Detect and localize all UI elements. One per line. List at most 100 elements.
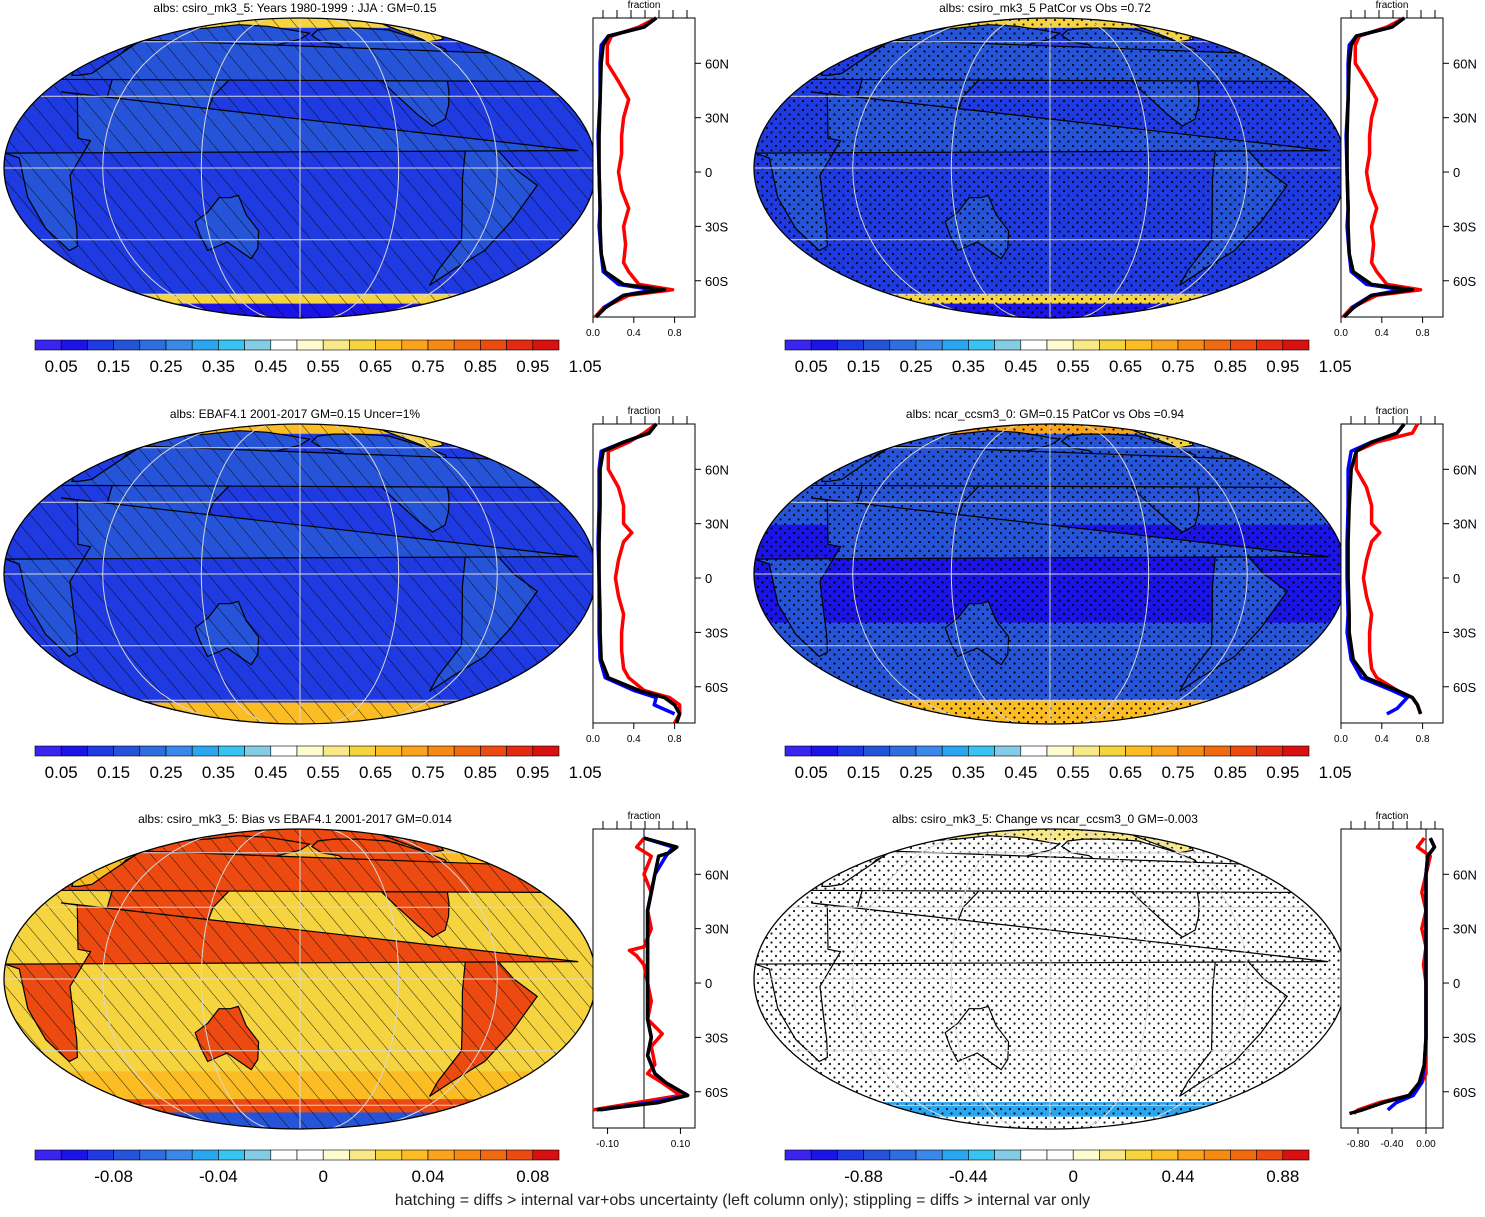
colorbar-label: 0.55	[307, 357, 340, 376]
colorbar-swatch	[863, 1149, 891, 1161]
zonal-xlabel: fraction	[628, 0, 661, 11]
colorbar-label: 0.05	[795, 357, 828, 376]
colorbar-swatch	[1020, 1149, 1048, 1161]
panel-title: albs: EBAF4.1 2001-2017 GM=0.15 Uncer=1%	[170, 407, 420, 421]
colorbar-label: 0.85	[1214, 763, 1247, 782]
zonal-mean-plot-1: fraction 60N 30N 0 30S 60S 0.0 0.4 0.8	[586, 0, 729, 339]
colorbar-label: 0.05	[45, 357, 78, 376]
colorbar-label: 0.25	[899, 763, 932, 782]
colorbar-swatch	[270, 339, 298, 351]
colorbar-label: 0.55	[1057, 763, 1090, 782]
colorbar-swatch	[941, 745, 969, 757]
colorbar-swatch	[1151, 745, 1179, 757]
gridline-lon	[355, 18, 498, 318]
lat-label: 60S	[705, 1085, 728, 1100]
colorbar-swatch	[941, 339, 969, 351]
colorbar-label: 0.85	[464, 763, 497, 782]
colorbar-swatch	[165, 339, 193, 351]
colorbar-swatch	[1282, 745, 1310, 757]
zonal-mean-plot-5: fraction 60N 30N 0 30S 60S -0.10 0.10	[592, 811, 729, 1150]
colorbar-swatch	[244, 339, 272, 351]
colorbar-swatch	[1177, 1149, 1205, 1161]
gridline-lon	[950, 18, 1023, 318]
colorbar-swatch	[270, 745, 298, 757]
colorbar-label: 0.75	[411, 763, 444, 782]
colorbar-swatch	[480, 1149, 507, 1161]
colorbar-swatch	[375, 339, 403, 351]
lat-label: 30S	[1453, 219, 1476, 234]
colorbar-label: 0.75	[1161, 357, 1194, 376]
bottom-tick-label: 0.0	[586, 328, 600, 339]
colorbar-label: 0.25	[149, 763, 182, 782]
colorbar-swatch	[1046, 339, 1074, 351]
zonal-series-black	[597, 422, 682, 724]
lat-label: 30N	[705, 517, 729, 532]
zonal-mean-plot-4: fraction 60N 30N 0 30S 60S 0.0 0.4 0.8	[1334, 406, 1477, 745]
lat-label: 60N	[705, 867, 729, 882]
colorbar-swatch	[349, 745, 376, 757]
lat-label: 60S	[1453, 1085, 1476, 1100]
lat-label: 30N	[1453, 111, 1477, 126]
footer-note: hatching = diffs > internal var+obs unce…	[394, 1192, 1091, 1209]
colorbar-swatch	[506, 1149, 534, 1161]
colorbar-swatch	[401, 745, 429, 757]
colorbar-label: -0.04	[199, 1167, 238, 1186]
lat-label: 0	[1453, 165, 1460, 180]
zonal-series-red	[1354, 423, 1423, 715]
bottom-tick-label: -0.10	[596, 1139, 619, 1150]
colorbar-label: 0.35	[202, 357, 235, 376]
colorbar-6: -0.88 -0.44 0 0.44 0.88	[784, 1149, 1310, 1186]
colorbar-label: 0.45	[254, 763, 287, 782]
gridline-lon	[355, 424, 498, 724]
colorbar-label: -0.88	[844, 1167, 883, 1186]
colorbar-label: 0.85	[1214, 357, 1247, 376]
map-panel-4	[754, 424, 1346, 724]
zonal-mean-plot-2: fraction 60N 30N 0 30S 60S 0.0 0.4 0.8	[1334, 0, 1477, 339]
colorbar-swatch	[375, 1149, 403, 1161]
bottom-tick-label: 0.4	[627, 734, 641, 745]
colorbar-swatch	[453, 745, 481, 757]
colorbar-label: 0.95	[1266, 763, 1299, 782]
panel-title: albs: csiro_mk3_5: Years 1980-1999 : JJA…	[153, 1, 436, 15]
colorbar-swatch	[784, 745, 812, 757]
zonal-xlabel: fraction	[628, 811, 661, 822]
bottom-tick-label: 0.4	[627, 328, 641, 339]
colorbar-label: 0.45	[254, 357, 287, 376]
lat-label: 60N	[1453, 462, 1477, 477]
colorbar-swatch	[915, 339, 943, 351]
gridline-lon	[1077, 829, 1150, 1129]
colorbar-label: 0.45	[1004, 763, 1037, 782]
colorbar-label: 0.05	[795, 763, 828, 782]
panel-title: albs: csiro_mk3_5: Bias vs EBAF4.1 2001-…	[138, 812, 452, 826]
colorbar-swatch	[1020, 339, 1048, 351]
colorbar-swatch	[165, 1149, 193, 1161]
colorbar-swatch	[139, 1149, 167, 1161]
gridline-lon	[200, 829, 273, 1129]
colorbar-swatch	[1099, 1149, 1126, 1161]
colorbar-swatch	[994, 745, 1022, 757]
colorbar-swatch	[349, 1149, 376, 1161]
gridline-lon	[1105, 829, 1248, 1129]
zonal-mean-plot-6: fraction 60N 30N 0 30S 60S -0.80 -0.40 0.00	[1340, 811, 1477, 1150]
lat-label: 60N	[705, 462, 729, 477]
colorbar-swatch	[191, 339, 219, 351]
lat-label: 0	[705, 165, 712, 180]
zonal-series-black	[1346, 422, 1423, 715]
zonal-xlabel: fraction	[628, 406, 661, 417]
lat-label: 60N	[1453, 56, 1477, 71]
colorbar-swatch	[218, 1149, 245, 1161]
bottom-tick-label: 0.0	[586, 734, 600, 745]
gridline-lon	[950, 829, 1023, 1129]
colorbar-swatch	[349, 339, 376, 351]
colorbar-swatch	[1151, 1149, 1179, 1161]
gridline-lon	[102, 829, 245, 1129]
colorbar-label: 0.35	[952, 357, 985, 376]
lat-label: 30N	[1453, 517, 1477, 532]
colorbar-swatch	[1099, 339, 1126, 351]
colorbar-swatch	[784, 339, 812, 351]
colorbar-swatch	[60, 1149, 88, 1161]
lat-label: 60S	[705, 274, 728, 289]
lat-label: 60N	[1453, 867, 1477, 882]
